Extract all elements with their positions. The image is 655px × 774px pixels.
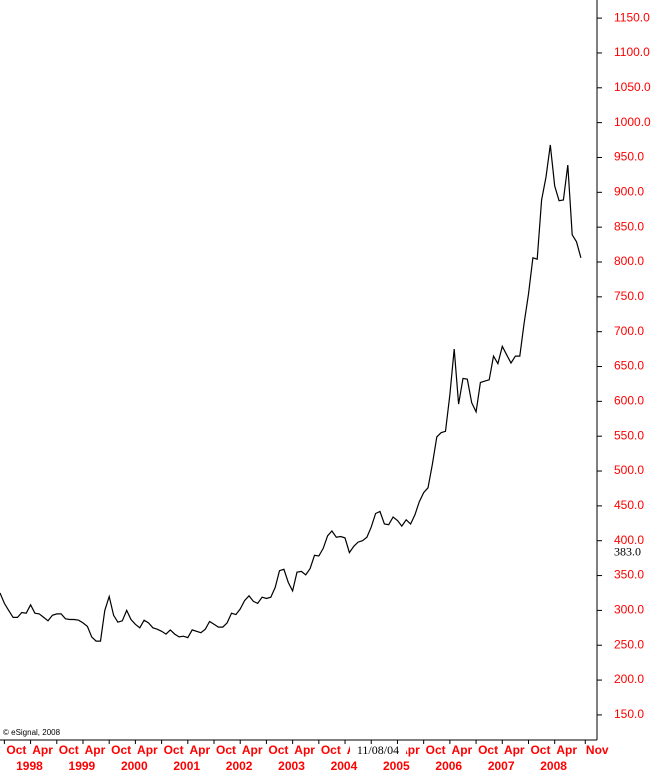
- x-tick-label: Apr: [189, 743, 210, 757]
- x-year-label: 1998: [16, 759, 43, 773]
- y-tick-label: 950.0: [614, 150, 644, 164]
- x-year-label: 2003: [278, 759, 305, 773]
- x-tick-label: Apr: [242, 743, 263, 757]
- price-line: [0, 144, 582, 642]
- x-tick-label: Oct: [164, 743, 184, 757]
- y-tick-label: 700.0: [614, 324, 644, 338]
- x-year-label: 2005: [383, 759, 410, 773]
- cursor-date: 11/08/04: [357, 743, 399, 757]
- y-tick-label: 650.0: [614, 359, 644, 373]
- y-tick-label: 1150.0: [614, 10, 650, 24]
- y-tick-label: 750.0: [614, 289, 644, 303]
- x-tick-label: Oct: [321, 743, 341, 757]
- copyright: © eSignal, 2008: [3, 728, 61, 737]
- y-tick-label: 300.0: [614, 603, 644, 617]
- x-year-label: 1999: [69, 759, 96, 773]
- x-tick-label: Apr: [137, 743, 158, 757]
- x-tick-label: Oct: [216, 743, 236, 757]
- x-tick-label: Apr: [85, 743, 106, 757]
- x-year-label: 2004: [331, 759, 358, 773]
- y-tick-label: 450.0: [614, 498, 644, 512]
- y-tick-label: 150.0: [614, 707, 644, 721]
- y-tick-label: 400.0: [614, 533, 644, 547]
- y-tick-label: 900.0: [614, 184, 644, 198]
- cursor-value: 383.0: [614, 544, 641, 558]
- y-tick-label: 600.0: [614, 394, 644, 408]
- x-tick-label: Oct: [478, 743, 498, 757]
- y-tick-label: 250.0: [614, 637, 644, 651]
- x-year-label: 2007: [488, 759, 515, 773]
- x-tick-label: Apr: [504, 743, 525, 757]
- cursor-value-bg: [612, 545, 652, 560]
- y-tick-label: 1100.0: [614, 45, 650, 59]
- x-tick-label: Oct: [6, 743, 26, 757]
- x-year-label: 2006: [435, 759, 462, 773]
- y-tick-label: 1050.0: [614, 80, 651, 94]
- x-year-label: 2000: [121, 759, 148, 773]
- cursor-date-bg: [350, 744, 406, 758]
- y-tick-label: 550.0: [614, 428, 644, 442]
- y-tick-label: 500.0: [614, 463, 644, 477]
- x-tick-label: Apr: [452, 743, 473, 757]
- y-tick-label: 850.0: [614, 219, 644, 233]
- x-year-label: 2002: [226, 759, 253, 773]
- y-tick-label: 200.0: [614, 672, 644, 686]
- y-tick-label: 350.0: [614, 568, 644, 582]
- x-tick-label: Oct: [111, 743, 131, 757]
- x-tick-label: Oct: [426, 743, 446, 757]
- x-tick-label: Apr: [556, 743, 577, 757]
- x-tick-label: Nov: [586, 743, 609, 757]
- x-tick-label: Apr: [294, 743, 315, 757]
- x-year-label: 2008: [540, 759, 567, 773]
- y-tick-label: 1000.0: [614, 115, 651, 129]
- x-tick-label: Oct: [268, 743, 288, 757]
- x-tick-label: Apr: [32, 743, 53, 757]
- y-tick-label: 800.0: [614, 254, 644, 268]
- x-tick-label: Oct: [59, 743, 79, 757]
- x-tick-label: Oct: [530, 743, 550, 757]
- x-year-label: 2001: [173, 759, 200, 773]
